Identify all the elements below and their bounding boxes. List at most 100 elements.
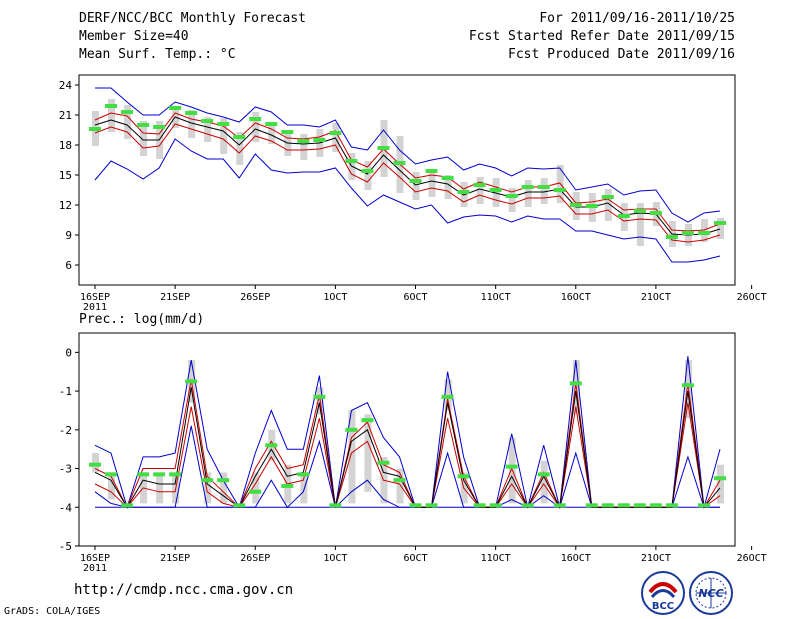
temp-x-tick-label-2: 26SEP [240, 292, 270, 303]
precip-obs-marker-21 [425, 503, 438, 508]
temp-obs-marker-34 [633, 209, 646, 213]
temp-line-mean [94, 116, 721, 236]
temp-obs-marker-7 [201, 119, 214, 123]
temp-line-upper [94, 112, 721, 232]
temp-obs-marker-1 [105, 104, 118, 108]
temp-obs-marker-0 [89, 127, 101, 131]
precip-obs-marker-27 [521, 503, 534, 508]
temp-spread-box-34 [636, 203, 644, 246]
precip-obs-marker-25 [489, 503, 502, 508]
temp-obs-marker-12 [281, 130, 294, 134]
header-variable: Mean Surf. Temp.: °C [79, 47, 236, 62]
precip-obs-marker-18 [377, 460, 390, 465]
temp-spread-box-17 [364, 161, 372, 190]
precip-obs-marker-28 [537, 472, 550, 477]
bcc-logo-text: BCC [652, 601, 674, 612]
precip-obs-marker-23 [457, 474, 470, 479]
temp-obs-marker-8 [217, 122, 230, 126]
ncc-logo: NCC [689, 571, 733, 615]
temp-x-tick-label-8: 26OCT [737, 292, 767, 303]
temp-obs-marker-35 [649, 211, 662, 215]
precip-obs-marker-22 [441, 394, 454, 399]
temp-obs-marker-36 [665, 235, 678, 239]
temp-obs-marker-33 [617, 214, 630, 218]
temp-obs-marker-16 [345, 159, 358, 163]
ncc-logo-text: NCC [698, 587, 723, 600]
temp-obs-marker-27 [521, 185, 534, 189]
precip-x-tick-label-2: 26SEP [240, 553, 270, 564]
precip-y-tick-label-3: -3 [59, 463, 72, 476]
footer-url: http://cmdp.ncc.cma.gov.cn [74, 582, 294, 598]
temp-spread-box-1 [108, 99, 116, 132]
precip-x-tick-label-7: 21OCT [641, 553, 671, 564]
temp-obs-marker-38 [697, 231, 710, 235]
temp-obs-marker-17 [361, 169, 374, 173]
temp-spread-box-20 [412, 172, 420, 200]
precip-obs-marker-5 [169, 472, 182, 477]
precip-spread-box-1 [108, 472, 116, 500]
temp-spread-box-26 [508, 188, 516, 212]
precip-obs-marker-17 [361, 418, 374, 423]
temp-obs-marker-6 [185, 111, 198, 115]
precip-y-tick-label-4: -4 [59, 501, 73, 514]
temp-obs-marker-5 [169, 106, 182, 110]
temp-x-tick-label-3: 1OCT [323, 292, 347, 303]
header-member-size: Member Size=40 [79, 29, 189, 44]
temp-spread-box-15 [332, 123, 340, 152]
precip-spread-box-13 [300, 472, 308, 504]
temp-y-tick-label-0: 24 [59, 79, 73, 92]
precip-x-tick-label-5: 11OCT [481, 553, 511, 564]
footer-grads: GrADS: COLA/IGES [4, 606, 101, 617]
precip-x-tick-label-8: 26OCT [737, 553, 767, 564]
precip-obs-marker-8 [217, 478, 230, 483]
temp-obs-marker-37 [681, 231, 694, 235]
temp-x-tick-label-0: 16SEP [80, 292, 110, 303]
temp-spread-box-38 [700, 219, 708, 242]
temp-spread-box-13 [300, 134, 308, 160]
precip-x-tick-label-4: 6OCT [403, 553, 427, 564]
temp-x-tick-label-7: 21OCT [641, 292, 671, 303]
temp-spread-box-3 [140, 121, 148, 156]
precip-obs-marker-10 [249, 489, 262, 494]
precip-x-tick-label-1: 21SEP [160, 553, 190, 564]
temp-y-tick-label-3: 15 [59, 169, 72, 182]
temp-y-tick-label-6: 6 [65, 259, 72, 272]
temp-obs-marker-20 [409, 179, 422, 183]
header-started-date: Fcst Started Refer Date 2011/09/15 [468, 29, 735, 44]
precip-x-tick-label-3: 1OCT [323, 553, 347, 564]
temp-obs-marker-28 [537, 185, 550, 189]
temp-obs-marker-10 [249, 117, 262, 121]
precip-obs-marker-30 [569, 381, 582, 386]
precip-obs-marker-31 [585, 503, 598, 508]
temp-obs-marker-22 [441, 176, 454, 180]
temp-y-tick-label-4: 12 [59, 199, 72, 212]
temp-line-lower [94, 123, 721, 243]
temp-spread-box-32 [604, 189, 612, 221]
precip-x-tick-label-6: 16OCT [561, 553, 591, 564]
temp-obs-marker-19 [393, 161, 406, 165]
precip-obs-marker-35 [649, 503, 662, 508]
temp-x-year-label: 2011 [83, 302, 107, 313]
precip-obs-marker-37 [681, 383, 694, 388]
precip-x-tick-label-0: 16SEP [80, 553, 110, 564]
precip-spread-box-7 [204, 472, 212, 504]
precip-y-tick-label-1: -1 [59, 385, 72, 398]
precip-plot-frame [78, 332, 736, 547]
precip-x-year-label: 2011 [83, 563, 107, 574]
temp-spread-box-11 [268, 123, 276, 144]
temp-spread-box-25 [492, 178, 500, 207]
precip-y-tick-label-2: -2 [59, 424, 72, 437]
temp-obs-marker-4 [153, 125, 166, 129]
precip-spread-box-4 [156, 472, 164, 504]
precip-obs-marker-13 [297, 472, 310, 477]
temp-obs-marker-25 [489, 188, 502, 192]
precip-obs-marker-36 [665, 503, 678, 508]
precip-spread-box-16 [348, 410, 356, 504]
precip-y-tick-label-5: -5 [59, 540, 72, 553]
precip-spread-box-39 [717, 464, 724, 504]
precip-obs-marker-39 [714, 476, 726, 481]
precip-obs-marker-6 [185, 379, 198, 384]
precip-obs-marker-14 [313, 394, 326, 399]
temp-obs-marker-18 [377, 146, 390, 150]
temp-obs-marker-3 [137, 123, 150, 127]
